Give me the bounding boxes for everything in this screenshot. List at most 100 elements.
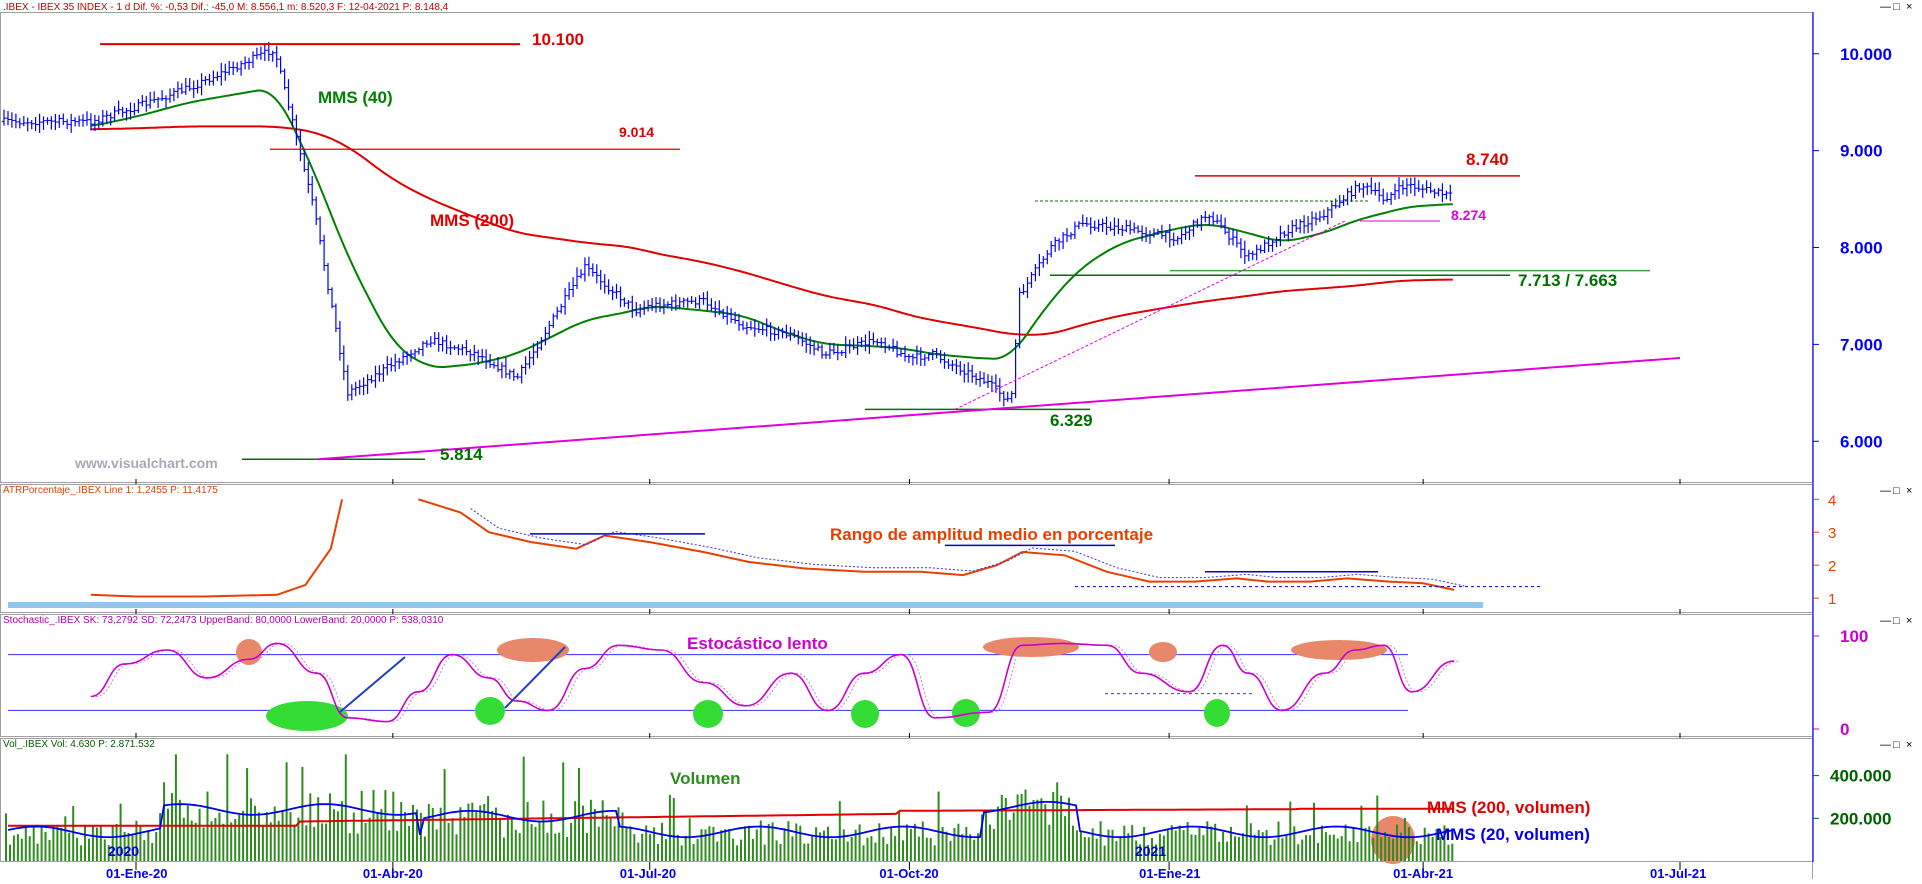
close-icon[interactable]: ×: [1906, 615, 1912, 627]
volume-bar: [1075, 830, 1078, 861]
volume-bar: [909, 829, 912, 861]
volume-bar: [471, 802, 474, 861]
main-window-controls[interactable]: — □ ×: [1880, 1, 1912, 13]
volume-bar: [1143, 827, 1146, 861]
volume-bar: [281, 811, 284, 861]
volume-bar: [479, 805, 482, 861]
volume-bar: [408, 825, 411, 861]
minimize-icon[interactable]: —: [1880, 485, 1891, 497]
stoch-window-controls[interactable]: — □ ×: [1880, 615, 1912, 627]
close-icon[interactable]: ×: [1906, 485, 1912, 497]
volume-bar: [578, 767, 580, 861]
minimize-icon[interactable]: —: [1880, 1, 1891, 13]
volume-bar: [969, 834, 972, 861]
volume-bar: [68, 832, 71, 861]
minimize-icon[interactable]: —: [1880, 615, 1891, 627]
main-panel-header: .IBEX - IBEX 35 INDEX - 1 d Dif. %: -0,5…: [3, 2, 449, 13]
volume-bar: [692, 844, 695, 861]
volume-bar: [957, 823, 960, 861]
close-icon[interactable]: ×: [1906, 1, 1912, 13]
volume-bar: [1241, 833, 1244, 861]
volume-bar: [1162, 835, 1165, 861]
volume-bar: [526, 802, 529, 861]
volume-bar: [657, 843, 659, 861]
volume-bar: [1285, 835, 1288, 861]
volume-bar: [977, 833, 980, 861]
volume-bar: [230, 822, 233, 861]
volume-bar: [336, 811, 339, 861]
volume-bars: [5, 754, 1454, 861]
volume-bar: [317, 797, 320, 861]
mms200-line: [90, 125, 1453, 336]
volume-bar: [767, 823, 770, 861]
volume-bar: [842, 829, 845, 861]
volume-bar: [981, 814, 984, 861]
volume-bar: [52, 825, 55, 861]
volume-bar: [933, 845, 936, 861]
volume-bar: [898, 811, 901, 861]
volume-bar: [210, 821, 213, 861]
volume-bar: [878, 823, 881, 861]
volume-bar: [566, 836, 569, 861]
volume-bar: [301, 766, 304, 861]
volume-bar: [1123, 825, 1126, 861]
volume-bar: [1052, 792, 1055, 861]
volume-bar: [254, 805, 256, 861]
volume-bar: [510, 818, 513, 861]
volume-bar: [1439, 836, 1442, 861]
volume-bar: [368, 817, 371, 861]
volume-bar: [76, 837, 79, 861]
volume-bar: [1269, 844, 1272, 861]
volume-bar: [1443, 825, 1446, 861]
volume-bar: [996, 806, 999, 861]
volume-bar: [48, 839, 51, 861]
volume-bar: [1435, 829, 1438, 861]
oversold-highlight: [1204, 699, 1230, 727]
stoch-panel-header: Stochastic_.IBEX SK: 73,2792 SD: 72,2473…: [3, 615, 444, 626]
maximize-icon[interactable]: □: [1893, 1, 1900, 13]
volume-bar: [127, 833, 130, 861]
volume-bar: [475, 812, 478, 861]
volume-axis-label: 200.000: [1830, 809, 1891, 828]
price-axis-label: 10.000: [1840, 45, 1892, 64]
vol-window-controls[interactable]: — □ ×: [1880, 739, 1912, 751]
volume-bar: [242, 810, 245, 861]
volume-bar: [1249, 823, 1252, 861]
volume-bar: [131, 834, 134, 861]
volume-bar: [538, 821, 541, 861]
volume-bar: [751, 839, 754, 861]
atr-axis-label: 1: [1828, 591, 1836, 608]
volume-bar: [404, 812, 407, 861]
volume-bar: [1431, 836, 1434, 861]
volume-bar: [1230, 827, 1232, 861]
volume-bar: [467, 803, 470, 861]
volume-bar: [502, 837, 505, 861]
maximize-icon[interactable]: □: [1893, 739, 1900, 751]
volume-bar: [1151, 838, 1153, 861]
volume-bar: [874, 842, 877, 861]
volume-bar: [1170, 825, 1173, 861]
volume-bar: [483, 804, 486, 861]
volume-bar: [135, 820, 138, 861]
volume-bar: [1131, 825, 1134, 861]
volume-bar: [416, 809, 418, 861]
volume-bar: [1158, 833, 1161, 861]
volume-bar: [1103, 845, 1106, 861]
volume-bar: [1186, 822, 1189, 861]
volume-bar: [633, 834, 636, 861]
atr-axis-label: 2: [1828, 558, 1836, 575]
volume-bar: [807, 843, 810, 861]
volume-bar: [1079, 830, 1082, 861]
volume-bar: [574, 801, 577, 861]
minimize-icon[interactable]: —: [1880, 739, 1891, 751]
atr-window-controls[interactable]: — □ ×: [1880, 485, 1912, 497]
maximize-icon[interactable]: □: [1893, 615, 1900, 627]
volume-bar: [1111, 829, 1114, 861]
volume-bar: [329, 793, 331, 861]
close-icon[interactable]: ×: [1906, 739, 1912, 751]
maximize-icon[interactable]: □: [1893, 485, 1900, 497]
volume-bar: [396, 830, 399, 861]
year-marker: 2020: [108, 843, 139, 859]
volume-bar: [1332, 834, 1335, 861]
volume-bar: [1403, 817, 1406, 861]
